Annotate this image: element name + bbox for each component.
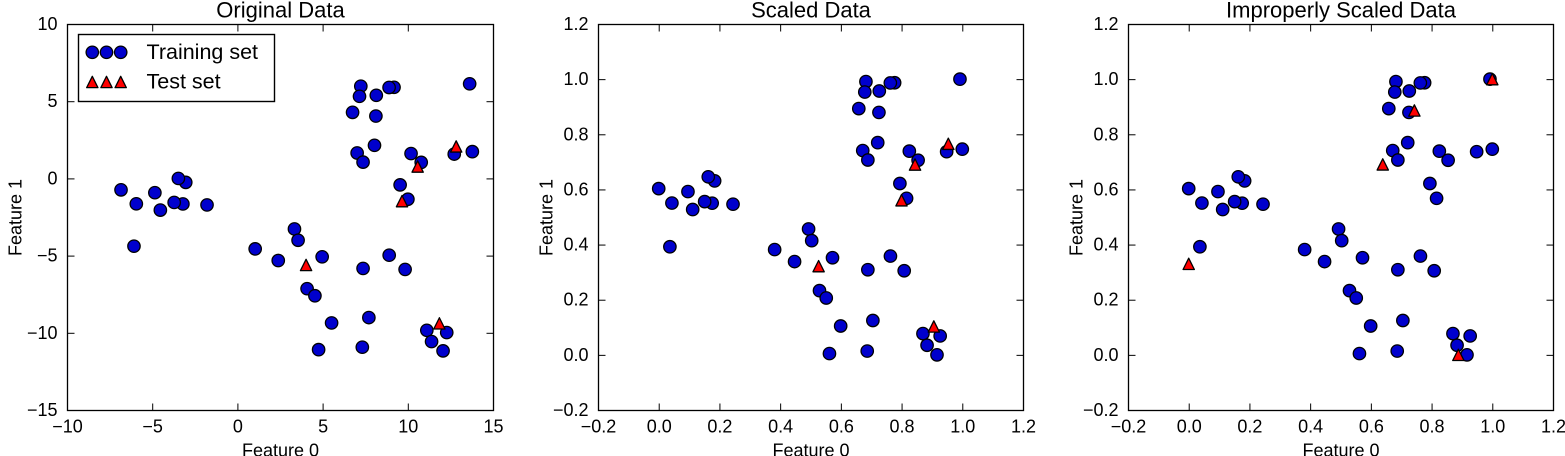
svg-text:0.0: 0.0 xyxy=(1177,417,1202,437)
svg-text:1.0: 1.0 xyxy=(1480,417,1505,437)
svg-text:Training set: Training set xyxy=(147,40,259,64)
svg-text:0.2: 0.2 xyxy=(1093,290,1118,310)
svg-text:0.8: 0.8 xyxy=(563,124,588,144)
svg-text:5: 5 xyxy=(47,91,57,111)
svg-text:1.2: 1.2 xyxy=(1093,14,1118,34)
svg-text:1.0: 1.0 xyxy=(1093,69,1118,89)
svg-text:0.4: 0.4 xyxy=(1093,235,1118,255)
svg-text:−5: −5 xyxy=(142,417,163,437)
svg-text:−5: −5 xyxy=(37,246,58,266)
svg-text:5: 5 xyxy=(318,417,328,437)
svg-text:1.0: 1.0 xyxy=(563,69,588,89)
svg-text:0.6: 0.6 xyxy=(829,417,854,437)
svg-text:10: 10 xyxy=(398,417,418,437)
svg-text:Feature 0: Feature 0 xyxy=(772,441,849,456)
svg-text:0.6: 0.6 xyxy=(1093,179,1118,199)
svg-text:0: 0 xyxy=(47,168,57,188)
svg-text:Original Data: Original Data xyxy=(216,0,345,23)
svg-text:0.6: 0.6 xyxy=(1359,417,1384,437)
svg-text:0.0: 0.0 xyxy=(563,345,588,365)
svg-text:Feature 1: Feature 1 xyxy=(537,179,557,256)
svg-text:0.8: 0.8 xyxy=(1420,417,1445,437)
svg-text:Test set: Test set xyxy=(147,70,221,94)
svg-text:0: 0 xyxy=(233,417,243,437)
svg-text:0.8: 0.8 xyxy=(890,417,915,437)
svg-text:Feature 0: Feature 0 xyxy=(242,441,319,456)
svg-text:0.4: 0.4 xyxy=(1298,417,1323,437)
svg-text:0.2: 0.2 xyxy=(563,290,588,310)
svg-text:1.0: 1.0 xyxy=(950,417,975,437)
svg-text:1.2: 1.2 xyxy=(563,14,588,34)
svg-text:Feature 1: Feature 1 xyxy=(1067,179,1087,256)
svg-text:0.6: 0.6 xyxy=(563,179,588,199)
svg-text:Feature 1: Feature 1 xyxy=(6,179,26,256)
svg-text:1.2: 1.2 xyxy=(1541,417,1565,437)
svg-text:0.0: 0.0 xyxy=(647,417,672,437)
svg-text:1.2: 1.2 xyxy=(1011,417,1036,437)
svg-text:0.4: 0.4 xyxy=(563,235,588,255)
svg-text:Scaled Data: Scaled Data xyxy=(751,0,872,23)
svg-text:0.0: 0.0 xyxy=(1093,345,1118,365)
svg-text:−0.2: −0.2 xyxy=(553,400,589,420)
svg-text:Feature 0: Feature 0 xyxy=(1302,441,1379,456)
svg-text:0.2: 0.2 xyxy=(1237,417,1262,437)
svg-text:0.8: 0.8 xyxy=(1093,124,1118,144)
svg-text:0.4: 0.4 xyxy=(768,417,793,437)
svg-text:−0.2: −0.2 xyxy=(1083,400,1119,420)
svg-text:15: 15 xyxy=(483,417,503,437)
svg-text:0.2: 0.2 xyxy=(707,417,732,437)
svg-text:10: 10 xyxy=(37,14,57,34)
svg-text:Improperly Scaled Data: Improperly Scaled Data xyxy=(1226,0,1457,23)
svg-text:−15: −15 xyxy=(27,400,58,420)
svg-text:−10: −10 xyxy=(27,323,58,343)
